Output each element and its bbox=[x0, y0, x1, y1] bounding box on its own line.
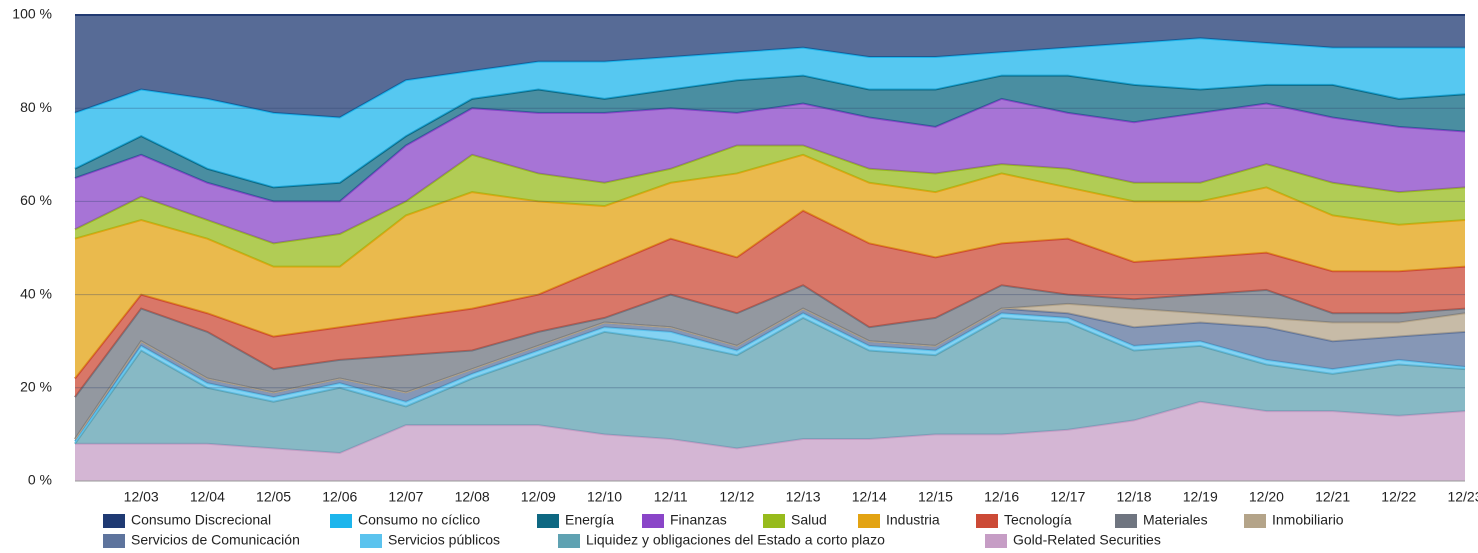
legend-item: Consumo Discrecional bbox=[103, 512, 271, 528]
y-tick-label: 60 % bbox=[20, 192, 52, 208]
area bbox=[75, 401, 1465, 481]
legend-item: Gold-Related Securities bbox=[985, 532, 1161, 548]
x-tick-label: 12/03 bbox=[124, 489, 159, 505]
legend-label: Gold-Related Securities bbox=[1013, 532, 1161, 548]
legend-swatch bbox=[537, 514, 559, 528]
legend-swatch bbox=[330, 514, 352, 528]
legend-item: Tecnología bbox=[976, 512, 1072, 528]
legend-swatch bbox=[558, 534, 580, 548]
x-tick-label: 12/06 bbox=[322, 489, 357, 505]
x-tick-label: 12/14 bbox=[852, 489, 887, 505]
x-tick-label: 12/12 bbox=[719, 489, 754, 505]
legend-item: Energía bbox=[537, 512, 614, 528]
area bbox=[75, 98, 1465, 244]
legend-swatch bbox=[103, 534, 125, 548]
area bbox=[75, 154, 1465, 379]
x-tick-label: 12/18 bbox=[1117, 489, 1152, 505]
x-tick-label: 12/07 bbox=[388, 489, 423, 505]
legend-item: Salud bbox=[763, 512, 827, 528]
y-tick-label: 20 % bbox=[20, 379, 52, 395]
legend-label: Servicios públicos bbox=[388, 532, 500, 548]
y-tick-label: 100 % bbox=[12, 6, 52, 22]
legend-swatch bbox=[985, 534, 1007, 548]
legend-label: Liquidez y obligaciones del Estado a cor… bbox=[586, 532, 885, 548]
x-tick-label: 12/19 bbox=[1183, 489, 1218, 505]
x-tick-label: 12/11 bbox=[654, 489, 688, 505]
legend-label: Tecnología bbox=[1004, 512, 1072, 528]
x-tick-label: 12/21 bbox=[1315, 489, 1350, 505]
legend-swatch bbox=[103, 514, 125, 528]
x-tick-label: 12/04 bbox=[190, 489, 225, 505]
legend-item: Servicios públicos bbox=[360, 532, 500, 548]
area bbox=[75, 38, 1465, 188]
legend-item: Industria bbox=[858, 512, 940, 528]
x-tick-label: 12/17 bbox=[1050, 489, 1085, 505]
legend-label: Consumo no cíclico bbox=[358, 512, 480, 528]
legend-item: Inmobiliario bbox=[1244, 512, 1344, 528]
x-tick-label: 12/22 bbox=[1381, 489, 1416, 505]
legend-item: Consumo no cíclico bbox=[330, 512, 480, 528]
area bbox=[75, 210, 1465, 398]
legend-label: Servicios de Comunicación bbox=[131, 532, 300, 548]
legend-swatch bbox=[642, 514, 664, 528]
legend-swatch bbox=[858, 514, 880, 528]
area bbox=[75, 15, 1465, 118]
legend-item: Servicios de Comunicación bbox=[103, 532, 300, 548]
area bbox=[75, 317, 1465, 454]
x-tick-label: 12/10 bbox=[587, 489, 622, 505]
x-tick-label: 12/09 bbox=[521, 489, 556, 505]
legend-label: Materiales bbox=[1143, 512, 1208, 528]
legend-item: Finanzas bbox=[642, 512, 727, 528]
x-tick-label: 12/15 bbox=[918, 489, 953, 505]
legend-item: Liquidez y obligaciones del Estado a cor… bbox=[558, 532, 885, 548]
x-tick-label: 12/05 bbox=[256, 489, 291, 505]
legend-label: Consumo Discrecional bbox=[131, 512, 271, 528]
y-tick-label: 80 % bbox=[20, 99, 52, 115]
legend-label: Finanzas bbox=[670, 512, 727, 528]
legend-swatch bbox=[976, 514, 998, 528]
area bbox=[75, 75, 1465, 202]
x-tick-label: 12/08 bbox=[455, 489, 490, 505]
y-tick-label: 40 % bbox=[20, 285, 52, 301]
legend-swatch bbox=[1244, 514, 1266, 528]
x-tick-label: 12/20 bbox=[1249, 489, 1284, 505]
legend-label: Inmobiliario bbox=[1272, 512, 1344, 528]
area bbox=[75, 285, 1465, 440]
legend-label: Energía bbox=[565, 512, 614, 528]
legend-swatch bbox=[1115, 514, 1137, 528]
legend-swatch bbox=[360, 534, 382, 548]
x-tick-label: 12/13 bbox=[786, 489, 821, 505]
legend-item: Materiales bbox=[1115, 512, 1208, 528]
legend-swatch bbox=[763, 514, 785, 528]
x-tick-label: 12/23 bbox=[1447, 489, 1478, 505]
legend-label: Salud bbox=[791, 512, 827, 528]
legend-label: Industria bbox=[886, 512, 940, 528]
y-tick-label: 0 % bbox=[28, 472, 52, 488]
x-tick-label: 12/16 bbox=[984, 489, 1019, 505]
